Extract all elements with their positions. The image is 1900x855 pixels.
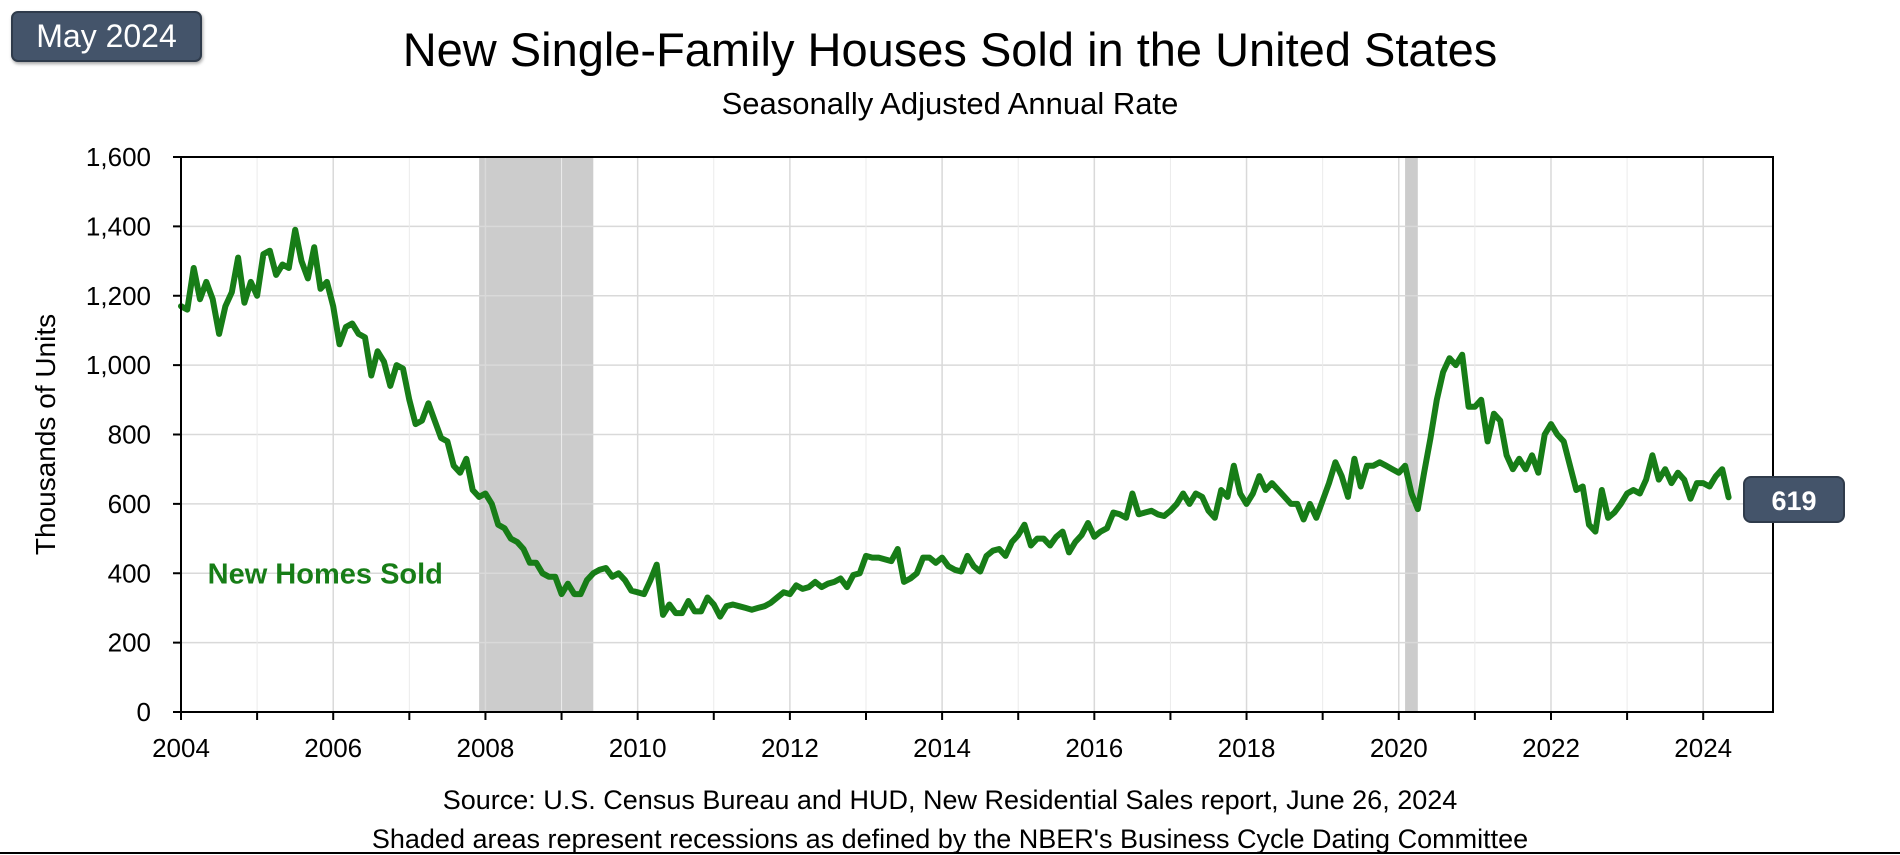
x-tick-label: 2018: [1218, 733, 1276, 763]
chart-title: New Single-Family Houses Sold in the Uni…: [402, 23, 1498, 76]
y-tick-label: 200: [108, 628, 151, 658]
x-tick-label: 2016: [1065, 733, 1123, 763]
date-badge: May 2024: [11, 11, 202, 62]
x-tick-label: 2008: [457, 733, 515, 763]
y-tick-label: 1,600: [86, 142, 151, 172]
y-tick-label: 400: [108, 558, 151, 588]
source-note: Source: U.S. Census Bureau and HUD, New …: [442, 785, 1458, 815]
plot-lines: [178, 226, 1732, 620]
x-tick-label: 2012: [761, 733, 819, 763]
y-tick-label: 1,000: [86, 350, 151, 380]
x-tick-label: 2020: [1370, 733, 1428, 763]
chart-subtitle: Seasonally Adjusted Annual Rate: [721, 86, 1179, 121]
last-value-badge: 619: [1743, 476, 1845, 523]
recession-note: Shaded areas represent recessions as def…: [371, 824, 1529, 854]
y-axis-label: Thousands of Units: [30, 314, 61, 555]
last-value-label: 619: [1771, 486, 1816, 516]
gridlines: [181, 157, 1773, 712]
y-tick-label: 1,400: [86, 211, 151, 241]
x-axis-ticks: 2004 2006 2008 2010 2012 2014 2016 2018 2020 2022…: [152, 712, 1732, 763]
y-tick-label: 1,200: [86, 281, 151, 311]
y-tick-label: 800: [108, 420, 151, 450]
x-tick-label: 2010: [609, 733, 667, 763]
x-tick-label: 2004: [152, 733, 210, 763]
bottom-rule: [0, 852, 1900, 854]
x-tick-label: 2024: [1674, 733, 1732, 763]
series-label: New Homes Sold: [208, 558, 443, 590]
y-axis-ticks: 0 200 400 600 800 1,000 1,200 1,400 1,600: [86, 142, 181, 727]
x-tick-label: 2014: [913, 733, 971, 763]
x-tick-label: 2022: [1522, 733, 1580, 763]
x-tick-label: 2006: [304, 733, 362, 763]
y-tick-label: 600: [108, 489, 151, 519]
series-line-1: [178, 226, 1732, 620]
y-tick-label: 0: [137, 697, 151, 727]
